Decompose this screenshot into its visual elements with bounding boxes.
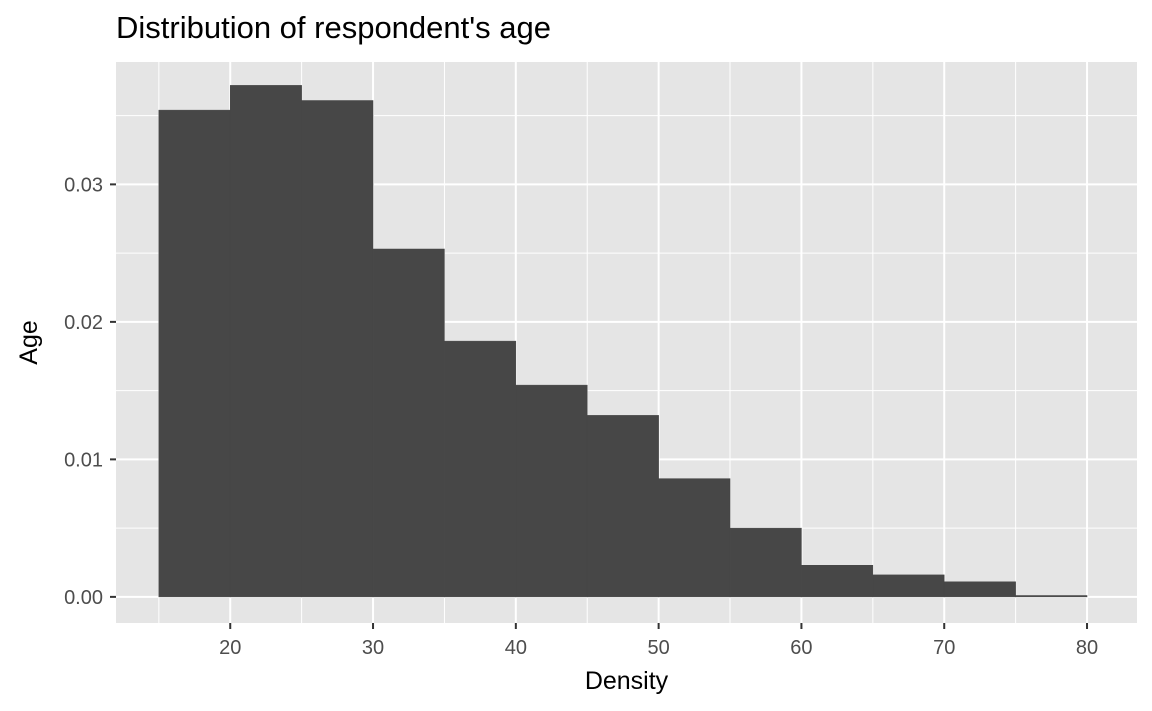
y-tick-label: 0.02: [64, 312, 103, 334]
histogram-bar: [301, 100, 374, 598]
histogram-bar: [586, 415, 659, 598]
x-axis-title: Density: [585, 667, 669, 695]
x-axis: 20 30 40 50 60 70 80: [219, 623, 1098, 659]
x-tick-label: 70: [933, 637, 955, 659]
histogram-bar: [872, 574, 945, 598]
x-tick-label: 80: [1076, 637, 1098, 659]
histogram-bar: [729, 527, 802, 598]
x-tick-label: 60: [790, 637, 812, 659]
histogram-bar: [943, 581, 1016, 598]
histogram-bars: [158, 85, 1088, 598]
histogram-bar: [229, 85, 302, 598]
x-tick-label: 50: [648, 637, 670, 659]
y-tick-label: 0.01: [64, 449, 103, 471]
histogram-bar: [515, 384, 588, 598]
histogram-bar: [658, 478, 731, 598]
x-tick-label: 20: [219, 637, 241, 659]
histogram-bar: [801, 565, 874, 598]
chart-title: Distribution of respondent's age: [116, 10, 551, 45]
y-tick-label: 0.00: [64, 587, 103, 609]
y-tick-label: 0.03: [64, 174, 103, 196]
y-axis: 0.00 0.01 0.02 0.03: [64, 174, 116, 609]
y-axis-title: Age: [15, 320, 43, 364]
histogram-bar: [158, 109, 231, 598]
histogram-bar: [444, 340, 517, 598]
x-tick-label: 40: [505, 637, 527, 659]
x-tick-label: 30: [362, 637, 384, 659]
histogram-bar: [1015, 595, 1088, 598]
histogram-bar: [372, 248, 445, 598]
